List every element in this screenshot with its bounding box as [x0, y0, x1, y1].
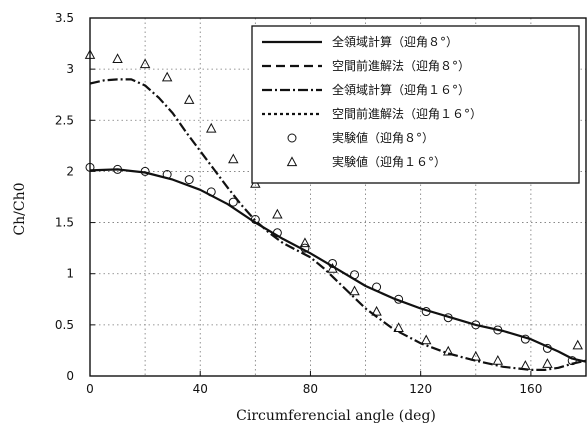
plot-frame — [89, 17, 587, 377]
x-tick-label: 160 — [519, 382, 542, 396]
y-tick-label: 2.5 — [55, 113, 74, 127]
data-point-triangle — [393, 322, 404, 333]
data-point-circle — [250, 215, 260, 225]
data-point-circle — [272, 228, 282, 238]
data-point-triangle — [206, 122, 217, 133]
data-point-circle — [113, 164, 123, 174]
data-point-triangle — [492, 354, 504, 365]
data-point-circle — [162, 169, 172, 179]
y-tick-label: 1.5 — [55, 216, 74, 230]
series-line-3 — [90, 78, 586, 371]
data-point-triangle — [112, 53, 123, 64]
legend: 全領域計算（迎角８°） 空間前進解法（迎角８°） 全領域計算（迎角１６°） 空間前進解… — [251, 25, 580, 184]
data-point-circle — [327, 258, 337, 268]
legend-box — [251, 25, 580, 184]
data-point-triangle — [520, 360, 531, 370]
data-point-triangle — [183, 94, 195, 104]
tick-labels: 0 40 80 120 160 0 0.5 1 1.5 2 2.5 3 3.5 — [55, 11, 542, 396]
data-point-circle — [140, 166, 150, 176]
data-point-circle — [372, 282, 382, 292]
data-point-circle — [300, 243, 310, 253]
y-tick-label: 0 — [66, 369, 74, 383]
x-tick-label: 0 — [86, 382, 94, 396]
y-tick-label: 3.5 — [55, 11, 74, 25]
data-point-triangle — [272, 208, 283, 219]
data-point-circle — [206, 187, 216, 197]
legend-label: 実験値（迎角１６°） — [332, 154, 446, 169]
y-axis-label: Ch/Ch0 — [12, 182, 28, 235]
legend-marker — [286, 156, 298, 167]
y-tick-label: 2 — [66, 164, 74, 178]
data-point-circle — [184, 175, 194, 185]
x-tick-label: 80 — [303, 382, 318, 396]
data-point-circle — [228, 197, 238, 207]
data-point-triangle — [542, 358, 553, 368]
data-point-triangle — [299, 237, 311, 248]
data-point-circle — [493, 325, 503, 335]
data-point-circle — [350, 270, 360, 280]
data-point-circle — [542, 343, 552, 353]
data-point-circle — [520, 334, 530, 344]
legend-label: 空間前進解法（迎角１６°） — [332, 106, 482, 121]
legend-label: 全領域計算（迎角８°） — [332, 34, 458, 49]
data-point-circle — [443, 313, 453, 323]
data-point-triangle — [572, 339, 583, 350]
y-tick-label: 1 — [66, 267, 74, 281]
data-point-triangle — [139, 58, 151, 69]
data-point-triangle — [349, 285, 360, 296]
series-line-1 — [90, 168, 586, 363]
legend-label: 全領域計算（迎角１６°） — [332, 82, 470, 97]
y-tick-label: 0.5 — [55, 318, 74, 332]
x-tick-label: 120 — [409, 382, 432, 396]
data-point-triangle — [420, 334, 432, 345]
data-point-triangle — [371, 305, 382, 316]
legend-label: 実験値（迎角８°） — [332, 130, 434, 145]
data-point-triangle — [161, 71, 173, 82]
data-point-triangle — [327, 262, 338, 273]
data-point-circle — [394, 294, 404, 304]
x-axis-label: Circumferencial angle (deg) — [236, 408, 436, 424]
legend-label: 空間前進解法（迎角８°） — [332, 58, 470, 73]
data-point-triangle — [442, 345, 454, 356]
y-tick-label: 3 — [66, 62, 74, 76]
data-point-circle — [471, 320, 481, 330]
data-point-triangle — [470, 350, 482, 361]
data-point-triangle — [228, 153, 239, 164]
axes-layer — [89, 17, 587, 377]
data-point-circle — [567, 356, 577, 366]
data-point-circle — [421, 307, 431, 317]
legend-marker — [287, 133, 297, 143]
x-tick-label: 40 — [193, 382, 208, 396]
